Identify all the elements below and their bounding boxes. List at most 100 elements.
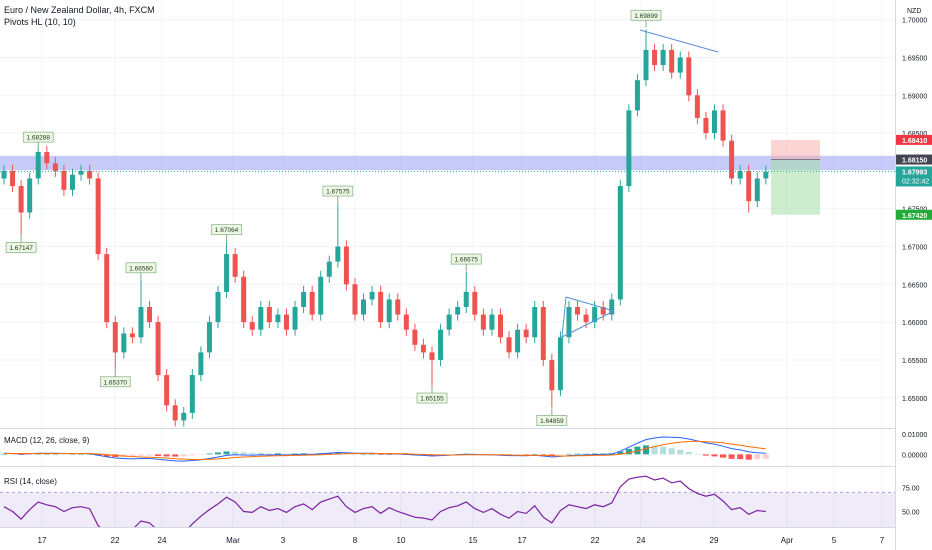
time-tick-label: Mar: [226, 536, 240, 545]
candle-body: [18, 186, 24, 213]
candle-body: [711, 110, 717, 134]
candle-body: [617, 186, 623, 300]
candle-body: [694, 95, 700, 118]
candle-body: [669, 49, 675, 73]
pivot-box: [125, 262, 157, 274]
time-tick-label: 15: [469, 536, 478, 545]
price-label: 1.67420: [902, 213, 927, 220]
price-pane: 1.68288 1.67147 1.66560 1.65370 1.67064 1.675…: [0, 9, 895, 427]
candle-body: [164, 375, 170, 406]
rsi-pane: [0, 475, 895, 527]
price-label: 1.68150: [902, 158, 927, 165]
macd-histogram: [18, 454, 25, 455]
candle-body: [686, 57, 692, 96]
price-tick-label: 1.65500: [902, 358, 927, 365]
macd-histogram: [617, 451, 624, 455]
candle-body: [283, 314, 289, 330]
macd-histogram: [292, 453, 299, 455]
pivot-box: [416, 392, 448, 404]
macd-histogram: [206, 453, 213, 455]
macd-histogram: [240, 452, 247, 455]
pivot-box: [450, 253, 482, 265]
macd-histogram: [394, 454, 401, 455]
macd-histogram: [155, 454, 162, 456]
pivot-box: [322, 185, 354, 197]
candle-body: [129, 333, 135, 338]
macd-histogram: [651, 445, 658, 455]
price-tick-label: 1.67000: [902, 245, 927, 252]
candle-body: [754, 178, 760, 202]
drawings: [561, 29, 719, 338]
macd-histogram: [1, 454, 7, 455]
macd-histogram: [257, 452, 264, 455]
macd-histogram: [754, 454, 761, 460]
pivot-label: 1.67147: [9, 245, 33, 252]
candle-body: [403, 314, 409, 330]
macd-histogram: [78, 454, 85, 455]
candle-body: [703, 117, 709, 134]
candle-body: [138, 307, 144, 338]
macd-histogram: [249, 452, 256, 455]
candle-body: [249, 322, 255, 330]
macd-histogram: [232, 451, 239, 455]
time-tick-label: 5: [832, 536, 837, 545]
macd-histogram: [531, 454, 538, 455]
candle-body: [592, 307, 598, 323]
pivot-label: 1.65155: [420, 396, 444, 403]
time-tick-label: 3: [281, 536, 286, 545]
candle-body: [378, 291, 384, 323]
macd-histogram: [86, 454, 93, 455]
macd-histogram: [548, 454, 555, 456]
price-tick-label: 1.65000: [902, 396, 927, 403]
candle-body: [95, 178, 101, 255]
macd-histogram: [360, 454, 367, 455]
macd-histogram: [60, 454, 67, 455]
candle-body: [172, 405, 178, 421]
rsi-tick-label: 50.00: [902, 509, 920, 516]
time-tick-label: 29: [710, 536, 719, 545]
rsi-tick-label: 75.00: [902, 486, 920, 493]
macd-tick-label: 0.01000: [902, 432, 927, 439]
stop-area: [771, 139, 820, 160]
macd-histogram: [762, 454, 769, 459]
pivot-label: 1.65370: [104, 379, 128, 386]
macd-histogram: [574, 453, 581, 455]
macd-histogram: [274, 453, 281, 455]
rsi-band: [0, 492, 895, 527]
candle-body: [121, 333, 127, 353]
candle-body: [318, 276, 324, 315]
candle-body: [532, 307, 538, 338]
candle-body: [660, 49, 666, 66]
candle-body: [309, 291, 315, 315]
currency-label: NZD: [907, 8, 921, 15]
candle-body: [326, 261, 332, 277]
macd-histogram: [69, 454, 76, 455]
candle-body: [87, 170, 93, 179]
price-label-box: [896, 166, 932, 187]
time-tick-label: 17: [518, 536, 527, 545]
candle-body: [10, 170, 16, 187]
macd-histogram: [583, 453, 590, 455]
candle-body: [35, 151, 41, 179]
macd-histogram: [52, 454, 59, 455]
time-tick-label: 8: [353, 536, 358, 545]
macd-histogram: [369, 454, 376, 455]
macd-histogram: [685, 451, 692, 455]
macd-pane: [1, 436, 769, 462]
candle-body: [412, 329, 418, 345]
macd-histogram: [180, 454, 187, 457]
price-label-box: [896, 209, 932, 220]
macd-histogram: [745, 454, 752, 460]
time-tick-label: 10: [397, 536, 406, 545]
price-tick-label: 1.69000: [902, 93, 927, 100]
chart-title: Euro / New Zealand Dollar, 4h, FXCM: [4, 5, 155, 15]
support-zone: [0, 155, 895, 171]
pivot-label: 1.67064: [215, 227, 239, 234]
candle-body: [729, 140, 735, 179]
macd-histogram: [129, 454, 136, 457]
pivot-box: [22, 131, 54, 143]
candle-body: [523, 329, 529, 338]
pivot-label: 1.69899: [634, 13, 658, 20]
macd-histogram: [103, 454, 110, 457]
